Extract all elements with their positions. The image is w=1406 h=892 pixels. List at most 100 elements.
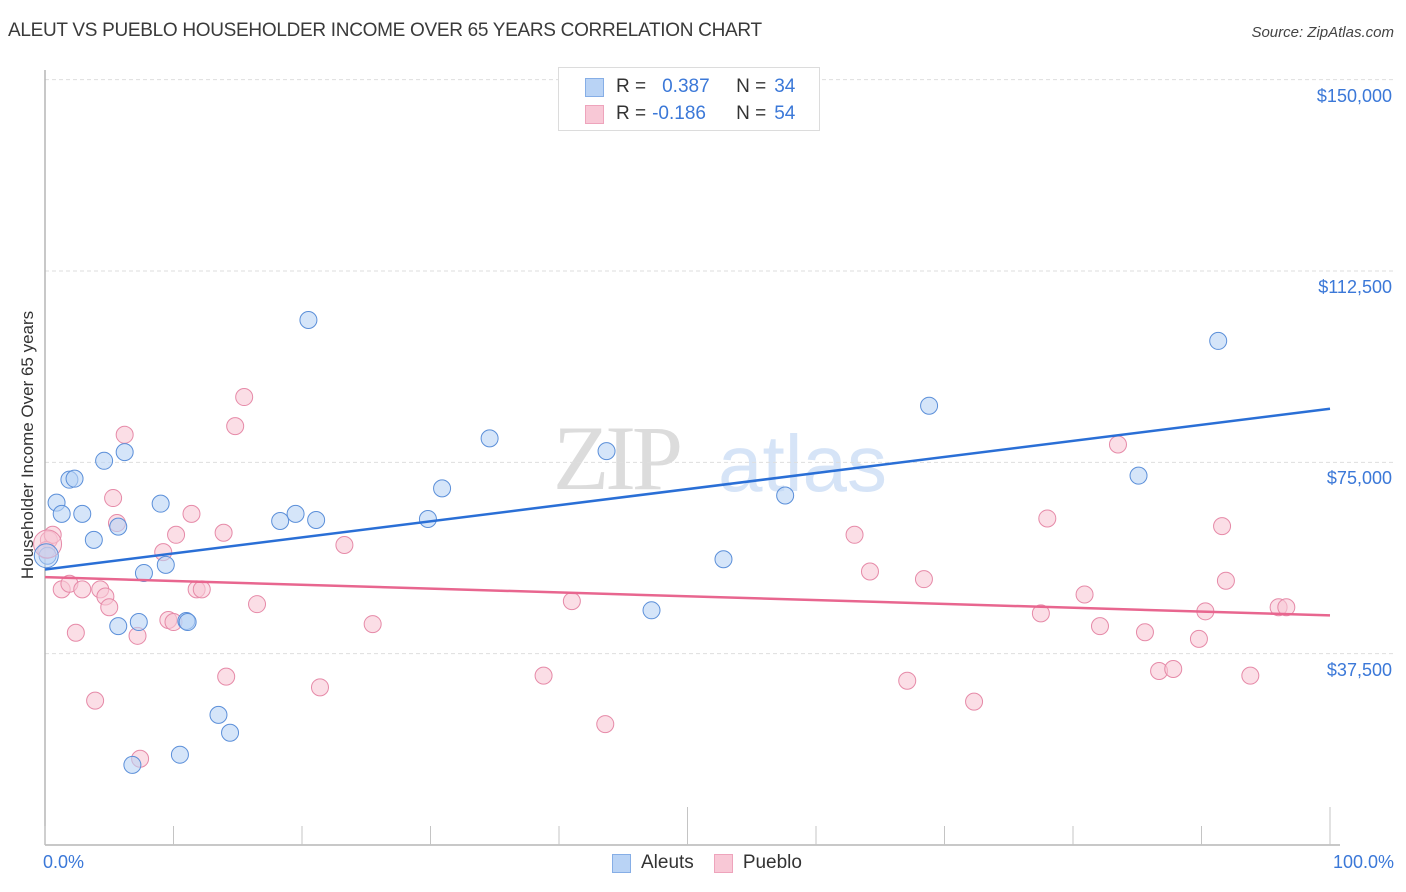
aleuts-point <box>123 755 142 774</box>
chart-title: ALEUT VS PUEBLO HOUSEHOLDER INCOME OVER … <box>8 20 762 41</box>
aleuts-point <box>178 613 197 632</box>
aleuts-point <box>299 310 318 329</box>
aleuts-point <box>307 510 326 529</box>
y-tick-75000: $75,000 <box>1326 468 1392 488</box>
aleuts-swatch-icon <box>612 853 631 873</box>
pueblo-point <box>167 525 186 544</box>
aleuts-point <box>65 469 84 488</box>
legend-row-pueblo: R = -0.186 N = 54 <box>585 102 795 126</box>
aleuts-point <box>714 550 733 569</box>
pueblo-point <box>248 595 267 614</box>
pueblo-point <box>182 504 201 523</box>
r-label: R = <box>616 76 647 97</box>
y-axis-label: Householder Income Over 65 years <box>18 310 37 580</box>
aleuts-point <box>95 451 114 470</box>
pueblo-trend-line <box>44 575 1331 617</box>
r-value: 0.387 <box>662 76 710 97</box>
series-legend: Aleuts Pueblo <box>612 852 822 874</box>
legend-label-aleuts: Aleuts <box>641 852 694 873</box>
pueblo-point <box>363 615 382 634</box>
source-label: Source: ZipAtlas.com <box>1251 24 1394 41</box>
pueblo-point <box>214 523 233 542</box>
pueblo-point <box>104 489 123 508</box>
aleuts-point <box>221 723 240 742</box>
pueblo-point <box>1090 617 1109 636</box>
legend-item-pueblo[interactable]: Pueblo <box>713 852 802 874</box>
n-label: N = <box>736 103 767 124</box>
pueblo-point <box>860 562 879 581</box>
aleuts-point <box>597 442 616 461</box>
x-tick-100: 100.0% <box>1332 852 1394 872</box>
pueblo-point <box>66 623 85 642</box>
aleuts-point <box>33 543 59 569</box>
pueblo-point <box>845 525 864 544</box>
pueblo-point <box>335 535 354 554</box>
legend-label-pueblo: Pueblo <box>742 852 802 873</box>
r-label: R = <box>616 103 647 124</box>
legend-item-aleuts[interactable]: Aleuts <box>612 852 694 874</box>
pueblo-point <box>217 667 236 686</box>
aleuts-point <box>480 429 499 448</box>
aleuts-point <box>109 517 128 536</box>
pueblo-point <box>534 666 553 685</box>
pueblo-point <box>192 580 211 599</box>
pueblo-point <box>100 598 119 617</box>
aleuts-point <box>286 504 305 523</box>
watermark-atlas: atlas <box>718 419 887 508</box>
aleuts-point <box>52 504 71 523</box>
pueblo-point <box>1031 604 1050 623</box>
r-value: -0.186 <box>652 103 706 124</box>
pueblo-point <box>226 417 245 436</box>
aleuts-point <box>418 509 437 528</box>
n-label: N = <box>736 76 767 97</box>
aleuts-point <box>433 479 452 498</box>
pueblo-point <box>898 671 917 690</box>
n-value: 54 <box>774 103 796 124</box>
aleuts-point <box>134 564 153 583</box>
aleuts-point <box>1209 331 1228 350</box>
pueblo-point <box>1277 598 1296 617</box>
legend-row-aleuts: R = 0.387 N = 34 <box>585 75 795 99</box>
pueblo-point <box>1108 435 1127 454</box>
aleuts-trend-line <box>44 407 1331 571</box>
aleuts-point <box>642 601 661 620</box>
pueblo-point <box>1135 623 1154 642</box>
pueblo-point <box>1164 659 1183 678</box>
pueblo-point <box>1216 571 1235 590</box>
pueblo-point <box>1038 509 1057 528</box>
aleuts-point <box>73 504 92 523</box>
pueblo-point <box>310 678 329 697</box>
pueblo-point <box>1075 585 1094 604</box>
y-tick-37500: $37,500 <box>1326 660 1392 680</box>
pueblo-point <box>73 580 92 599</box>
pueblo-swatch-icon <box>585 104 604 124</box>
aleuts-point <box>151 494 170 513</box>
aleuts-point <box>170 745 189 764</box>
aleuts-point <box>115 443 134 462</box>
pueblo-point <box>1213 517 1232 536</box>
y-tick-150000: $150,000 <box>1316 86 1392 106</box>
n-value: 34 <box>774 76 796 97</box>
aleuts-point <box>156 555 175 574</box>
pueblo-swatch-icon <box>713 853 733 873</box>
aleuts-point <box>129 613 148 632</box>
pueblo-point <box>965 692 984 711</box>
aleuts-point <box>109 617 128 636</box>
aleuts-point <box>776 486 795 505</box>
aleuts-point <box>1129 466 1148 485</box>
aleuts-swatch-icon <box>585 77 604 97</box>
pueblo-point <box>596 715 615 734</box>
aleuts-point <box>271 512 290 531</box>
y-tick-112500: $112,500 <box>1318 277 1392 297</box>
pueblo-point <box>235 388 254 407</box>
pueblo-point <box>115 425 134 444</box>
x-tick-0: 0.0% <box>43 852 85 872</box>
pueblo-point <box>1189 629 1208 648</box>
aleuts-point <box>84 530 103 549</box>
aleuts-point <box>920 396 939 415</box>
correlation-legend: R = 0.387 N = 34 R = -0.186 N = 54 <box>558 67 820 131</box>
pueblo-point <box>86 691 105 710</box>
pueblo-point <box>562 592 581 611</box>
pueblo-point <box>1241 666 1260 685</box>
